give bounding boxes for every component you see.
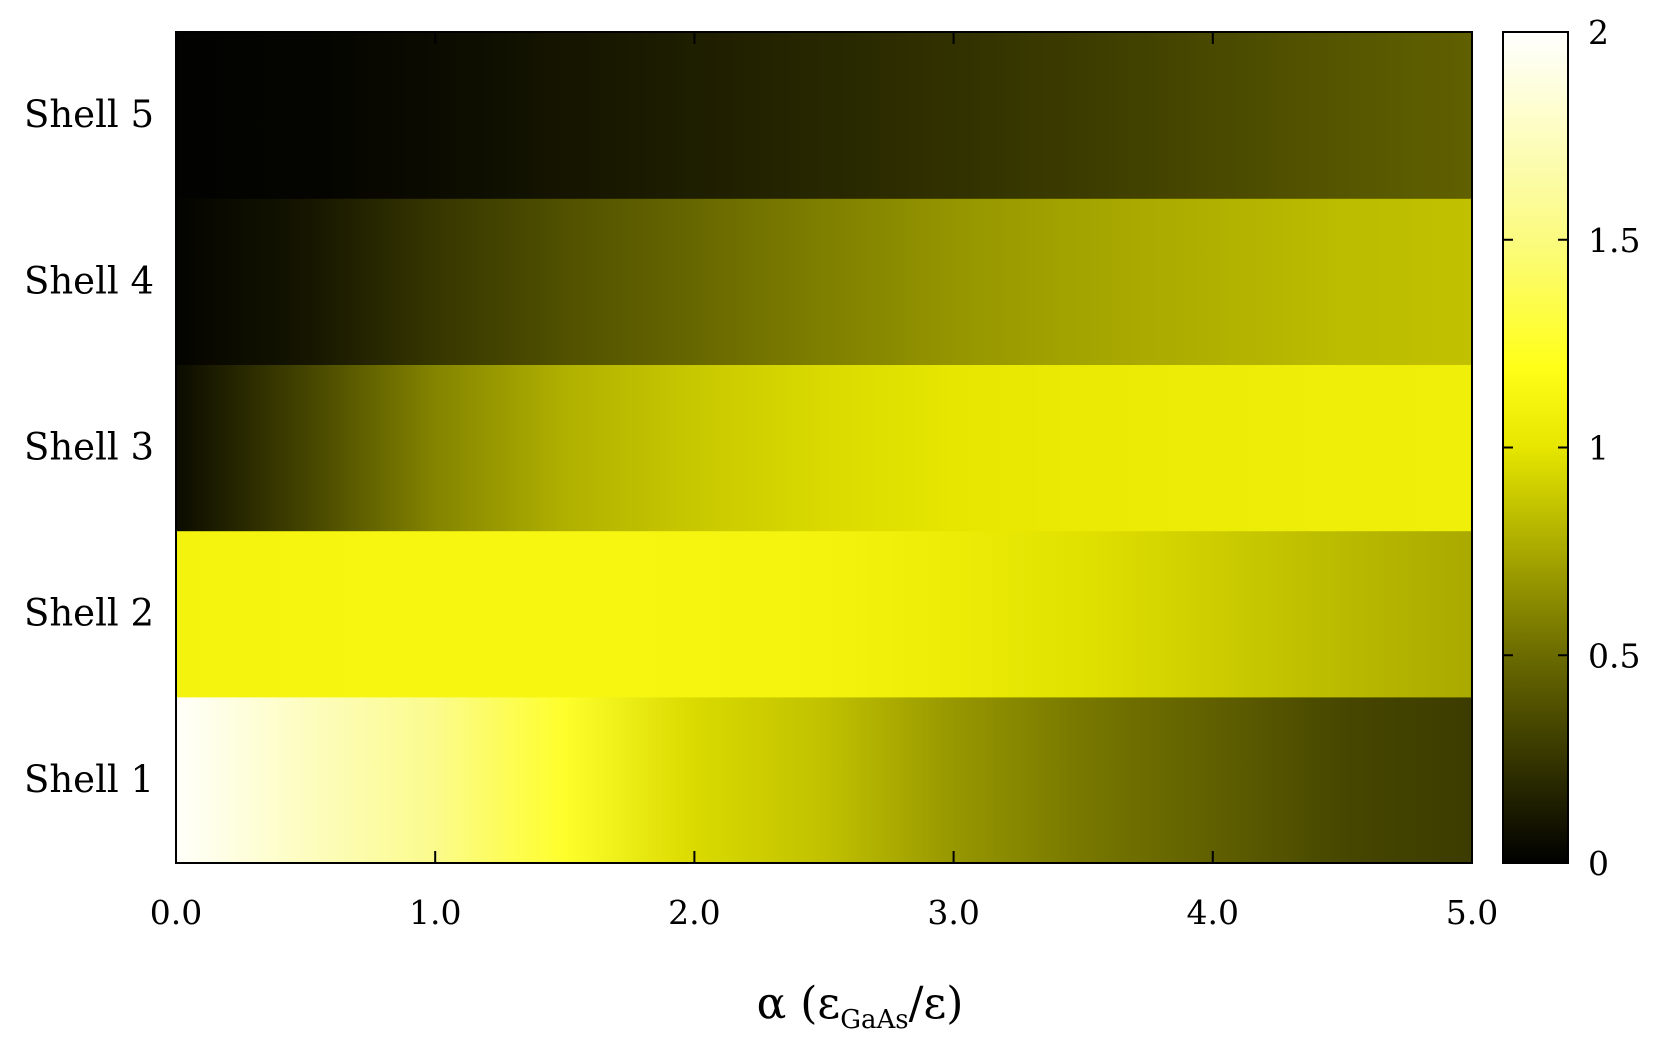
- x-axis-title-main: α (ε: [757, 978, 841, 1029]
- row-label-3: Shell 3: [24, 426, 154, 469]
- colorbar-tick-label: 1.5: [1588, 221, 1640, 260]
- colorbar: 0 0.5 1 1.5 2: [1502, 13, 1640, 883]
- x-axis-title: α (εGaAs/ε): [757, 978, 964, 1035]
- plot-frame: [175, 31, 1473, 864]
- heatmap-row-2: [176, 530, 1472, 698]
- x-axis-title-subscript: GaAs: [840, 1005, 908, 1035]
- x-tick-label: 1.0: [409, 893, 461, 932]
- heatmap-rows: [176, 32, 1472, 864]
- colorbar-tick-label: 1: [1588, 429, 1609, 468]
- x-tick-label: 2.0: [668, 893, 720, 932]
- colorbar-tick-label: 0: [1588, 844, 1609, 883]
- heatmap-row-3: [176, 364, 1472, 532]
- row-label-5: Shell 5: [24, 93, 154, 136]
- row-label-1: Shell 1: [24, 758, 154, 801]
- heatmap-row-1: [176, 696, 1472, 864]
- row-label-4: Shell 4: [24, 259, 154, 302]
- row-label-2: Shell 2: [24, 592, 154, 635]
- x-axis-title-tail: /ε): [909, 978, 964, 1029]
- plot-border: [175, 31, 1473, 864]
- x-tick-label: 4.0: [1187, 893, 1239, 932]
- colorbar-tick-label: 0.5: [1588, 636, 1640, 675]
- x-axis: 0.0 1.0 2.0 3.0 4.0 5.0: [150, 32, 1498, 932]
- x-tick-label: 3.0: [927, 893, 979, 932]
- heatmap-row-4: [176, 198, 1472, 365]
- heatmap-row-5: [176, 32, 1472, 199]
- x-tick-label: 0.0: [150, 893, 202, 932]
- colorbar-tick-label: 2: [1588, 13, 1609, 52]
- row-labels: Shell 1 Shell 2 Shell 3 Shell 4 Shell 5: [24, 93, 154, 801]
- x-tick-label: 5.0: [1446, 893, 1498, 932]
